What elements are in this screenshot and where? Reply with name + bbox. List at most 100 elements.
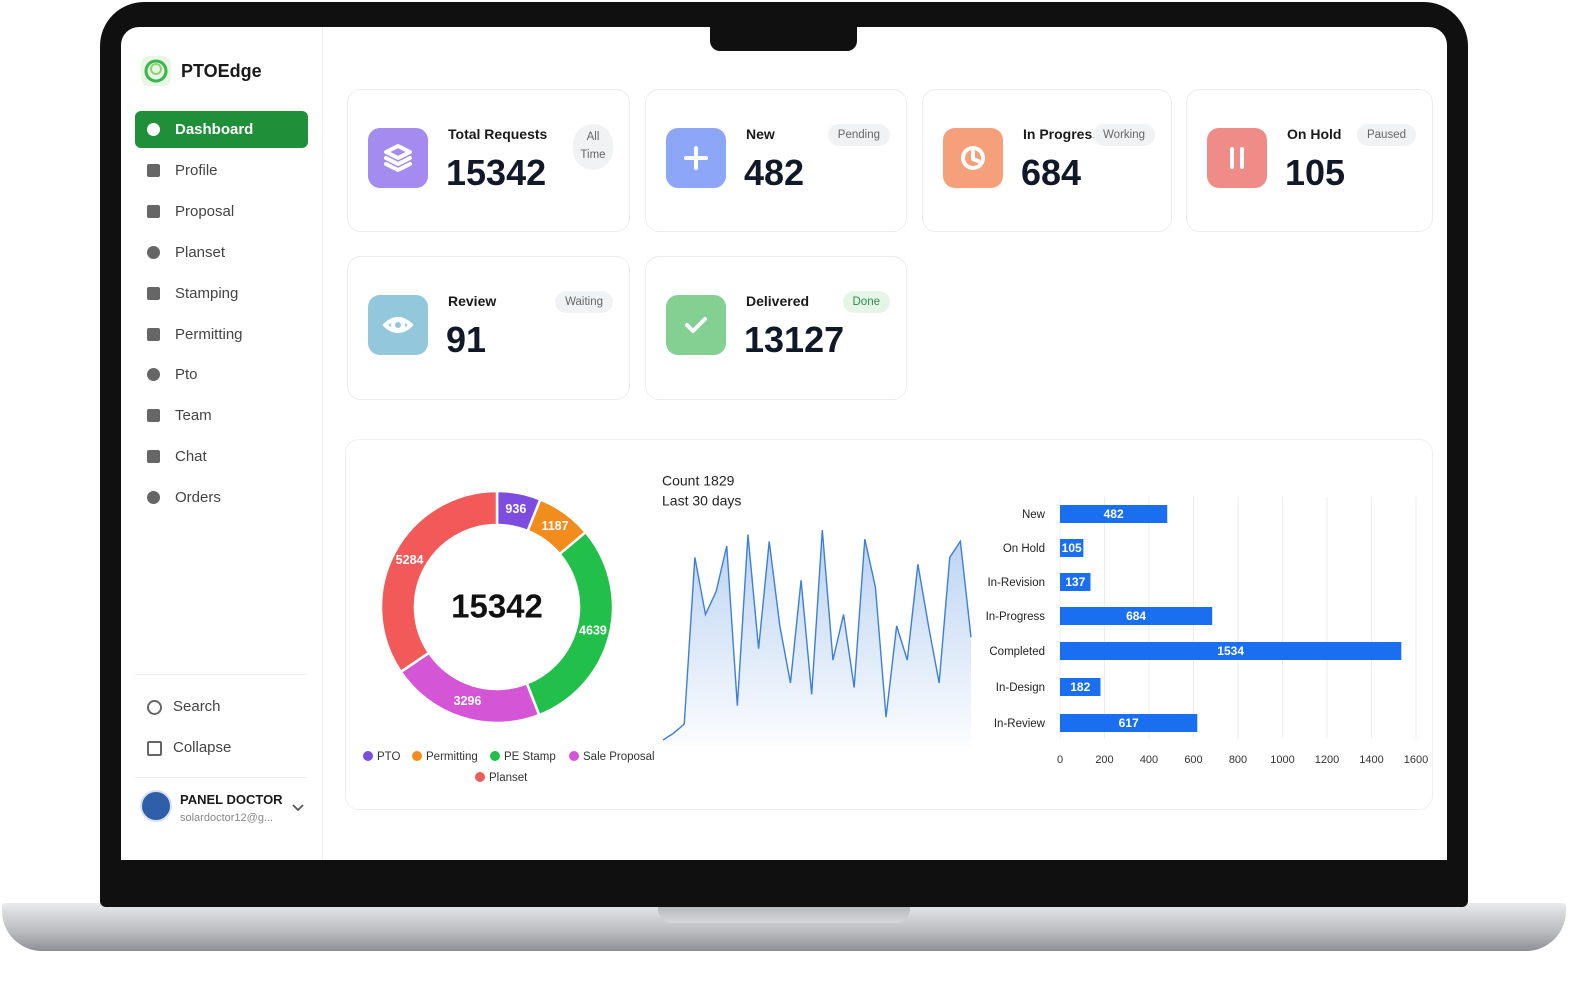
nav-icon — [147, 123, 160, 136]
glyph — [684, 146, 708, 170]
x-tick-label: 0 — [1057, 754, 1063, 766]
donut-segment — [379, 489, 499, 674]
nav-item[interactable]: Collapse — [135, 729, 308, 765]
nav-icon — [147, 245, 160, 259]
bar-value-label: 482 — [1104, 507, 1124, 521]
stat-badge: All Time — [573, 124, 613, 170]
bar — [1060, 607, 1213, 625]
donut-value-label: 3296 — [454, 694, 482, 708]
nav-icon — [147, 327, 160, 341]
legend-swatch — [475, 772, 485, 782]
nav-icon — [147, 700, 162, 715]
nav-item[interactable]: Planset — [135, 234, 308, 271]
stat-badge: Working — [1093, 124, 1155, 146]
stat-icon-glyph — [384, 144, 412, 172]
nav-icon — [147, 491, 160, 505]
line-area — [663, 530, 971, 746]
glyph — [384, 144, 412, 172]
nav-icon — [147, 368, 160, 382]
y-category-label: In-Progress — [986, 611, 1046, 623]
stat-value: 15342 — [446, 152, 547, 193]
bar — [1060, 678, 1101, 696]
legend-swatch — [363, 751, 373, 761]
nav-label: Chat — [175, 448, 207, 466]
stat-icon — [368, 295, 428, 355]
chart-panel: 936 1187 4639 3296 5284 15342 PTO Permitting PE … — [345, 439, 1433, 810]
stat-icon — [666, 295, 726, 355]
stat-badge: Pending — [827, 124, 890, 146]
stat-card: Review 91 Waiting — [347, 256, 630, 400]
nav-label: Profile — [175, 161, 218, 179]
nav-label: Collapse — [173, 739, 232, 756]
nav-item[interactable]: Chat — [135, 438, 308, 475]
user-email: solardoctor12@g... — [180, 812, 274, 824]
nav-item[interactable]: Search — [135, 688, 308, 724]
donut-value-label: 936 — [505, 502, 526, 516]
nav-item[interactable]: Team — [135, 397, 308, 434]
stat-badge: Done — [842, 291, 890, 313]
nav-item[interactable]: Dashboard — [135, 111, 308, 148]
bar — [1060, 714, 1198, 732]
bar-value-label: 137 — [1065, 575, 1085, 589]
donut-value-label: 4639 — [579, 624, 607, 638]
stat-card: In Progress 684 Working — [922, 89, 1172, 232]
nav-item[interactable]: Profile — [135, 152, 308, 189]
x-tick-label: 1600 — [1404, 754, 1428, 766]
stat-label: In Progress — [1023, 126, 1101, 142]
stat-icon — [1207, 128, 1267, 188]
nav-item[interactable]: Proposal — [135, 193, 308, 230]
stat-badge: Paused — [1356, 124, 1416, 146]
stat-card: Delivered 13127 Done — [645, 256, 907, 400]
line-chart-subtitle: Last 30 days — [662, 493, 741, 509]
legend-label: PTO — [377, 751, 400, 763]
x-tick-label: 200 — [1095, 754, 1113, 766]
sidebar-border — [322, 27, 323, 860]
brand-name: PTOEdge — [181, 61, 262, 81]
legend-swatch — [490, 751, 500, 761]
logo-ring — [150, 63, 162, 75]
y-category-label: In-Review — [994, 718, 1046, 730]
legend-label: Planset — [489, 772, 528, 784]
nav-label: Planset — [175, 243, 226, 261]
bar-value-label: 1534 — [1217, 644, 1244, 658]
nav-item[interactable]: Pto — [135, 356, 308, 393]
nav-label: Proposal — [175, 202, 235, 220]
nav-icon — [147, 741, 162, 756]
glyph — [961, 146, 985, 170]
stat-value: 684 — [1021, 152, 1082, 193]
stat-card: Total Requests 15342 All Time — [347, 89, 630, 232]
donut-segment — [399, 651, 541, 725]
bar — [1060, 642, 1402, 660]
x-tick-label: 800 — [1229, 754, 1247, 766]
nav-label: Stamping — [175, 284, 239, 302]
donut-center-label: 15342 — [451, 588, 543, 625]
nav-item[interactable]: Stamping — [135, 275, 308, 312]
legend-label: Permitting — [426, 751, 478, 763]
glyph — [685, 317, 707, 333]
y-category-label: In-Revision — [987, 577, 1045, 589]
stat-label: New — [746, 126, 775, 142]
user-avatar — [140, 790, 172, 822]
brand-logo-icon — [144, 59, 168, 83]
nav-label: Orders — [175, 489, 221, 507]
nav-icon — [147, 163, 160, 177]
nav-item[interactable]: Permitting — [135, 316, 308, 353]
bar-value-label: 182 — [1070, 680, 1090, 694]
legend-label: Sale Proposal — [583, 751, 655, 763]
chevron — [292, 804, 304, 812]
stat-icon — [666, 128, 726, 188]
user-menu-chevron[interactable] — [291, 802, 305, 814]
glyph — [383, 317, 413, 333]
bar — [1060, 505, 1168, 523]
stat-icon-glyph — [684, 146, 708, 170]
nav-label: Team — [175, 407, 212, 425]
stat-icon-glyph — [961, 146, 985, 170]
nav-label: Pto — [175, 366, 198, 384]
stat-value: 13127 — [744, 319, 845, 360]
nav-icon — [147, 204, 160, 218]
nav-item[interactable]: Orders — [135, 479, 308, 516]
x-tick-label: 1400 — [1359, 754, 1383, 766]
stat-icon-glyph — [685, 317, 707, 333]
